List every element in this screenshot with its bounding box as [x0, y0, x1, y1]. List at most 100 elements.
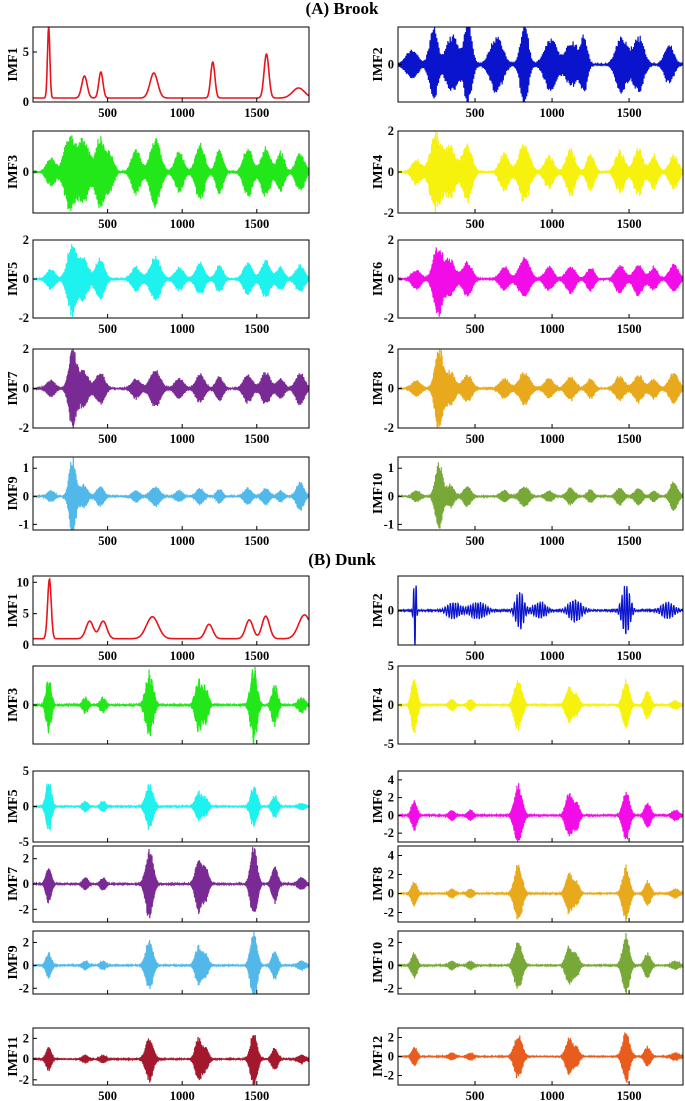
x-tick-label: 500 [98, 432, 117, 446]
x-tick-label: 500 [98, 106, 117, 120]
series-line-dunk-imf1 [33, 577, 309, 640]
y-axis-label: IMF5 [6, 789, 21, 823]
x-tick-label: 500 [98, 649, 117, 663]
y-tick-label: 0 [23, 638, 29, 652]
y-tick-label: 2 [23, 342, 29, 356]
x-tick-label: 1500 [617, 217, 642, 231]
axes-box [397, 930, 684, 995]
series-line-dunk-imf12 [398, 1032, 683, 1083]
y-tick-label: -1 [384, 517, 394, 531]
y-axis-label: IMF6 [371, 789, 386, 823]
y-axis-label: IMF7 [6, 371, 21, 405]
x-tick-label: 1500 [617, 649, 642, 663]
series-line-dunk-imf11 [33, 1034, 309, 1085]
y-tick-label: 0 [23, 877, 29, 891]
y-tick-label: 0 [388, 604, 394, 618]
y-tick-label: -2 [19, 311, 29, 325]
y-tick-label: 5 [23, 45, 29, 59]
y-tick-label: -2 [19, 902, 29, 916]
series-line-brook-imf4 [398, 131, 683, 213]
y-axis-label: IMF1 [6, 47, 21, 81]
y-tick-label: 0 [388, 1050, 394, 1064]
y-tick-label: 0 [23, 958, 29, 972]
x-tick-label: 1000 [170, 217, 195, 231]
y-axis-label: IMF3 [6, 688, 21, 722]
panel-brook-imf5: -2 0 2 500 1000 1500 IMF5 [6, 233, 310, 336]
y-tick-label: 0 [388, 698, 394, 712]
x-tick-label: 1500 [617, 432, 642, 446]
x-tick-label: 1500 [617, 322, 642, 336]
y-axis-label: IMF4 [371, 155, 386, 189]
axes-box [32, 1027, 310, 1086]
axes-box [32, 575, 310, 646]
y-tick-label: 2 [23, 935, 29, 949]
y-tick-label: 0 [388, 58, 394, 72]
x-tick-label: 1000 [540, 217, 565, 231]
axes-box [397, 770, 684, 843]
y-axis-label: IMF9 [6, 945, 21, 979]
x-tick-label: 1000 [170, 106, 195, 120]
x-tick-label: 500 [466, 322, 485, 336]
y-tick-label: 2 [388, 868, 394, 882]
y-tick-label: 10 [17, 575, 30, 589]
y-tick-label: 1 [23, 461, 29, 475]
y-tick-label: -2 [384, 906, 394, 920]
y-tick-label: 2 [388, 791, 394, 805]
y-tick-label: 0 [388, 165, 394, 179]
series-line-dunk-imf6 [398, 783, 683, 842]
panel-dunk-imf12: -2 0 2 500 1000 1500 IMF12 [371, 1027, 684, 1101]
x-tick-label: 1000 [540, 1089, 565, 1101]
x-tick-label: 1500 [617, 106, 642, 120]
series-line-brook-imf8 [398, 349, 683, 428]
y-tick-label: 0 [23, 800, 29, 814]
x-tick-label: 1500 [244, 649, 269, 663]
y-tick-label: 0 [388, 808, 394, 822]
axes-box [397, 845, 684, 923]
panel-dunk-imf1: 0 5 10 500 1000 1500 IMF1 [6, 575, 310, 663]
y-tick-label: 0 [23, 165, 29, 179]
y-tick-label: 4 [388, 773, 395, 787]
series-line-brook-imf7 [33, 349, 309, 428]
series-line-brook-imf2 [398, 27, 683, 102]
y-tick-label: -2 [384, 1069, 394, 1083]
series-line-brook-imf9 [33, 457, 309, 530]
x-tick-label: 1500 [617, 1089, 642, 1101]
y-tick-label: -5 [19, 835, 29, 849]
y-axis-label: IMF8 [371, 867, 386, 901]
panel-brook-imf6: -2 0 2 500 1000 1500 IMF6 [371, 233, 684, 336]
y-axis-label: IMF5 [6, 262, 21, 296]
panel-brook-imf8: -2 0 2 500 1000 1500 IMF8 [371, 342, 684, 446]
panel-brook-imf4: -2 0 2 500 1000 1500 IMF4 [371, 124, 684, 231]
axes-box [32, 930, 310, 995]
y-tick-label: 0 [23, 698, 29, 712]
x-tick-label: 500 [98, 1089, 117, 1101]
y-axis-label: IMF12 [371, 1036, 386, 1077]
series-line-dunk-imf7 [33, 847, 309, 919]
panel-dunk-imf4: -5 0 5 IMF4 [371, 659, 684, 751]
x-tick-label: 1500 [244, 1089, 269, 1101]
series-line-dunk-imf9 [33, 931, 309, 994]
series-line-brook-imf6 [398, 247, 683, 317]
x-tick-label: 500 [98, 322, 117, 336]
panel-brook-imf3: 0 500 1000 1500 IMF3 [6, 130, 310, 231]
x-tick-label: 1500 [244, 217, 269, 231]
series-line-dunk-imf5 [33, 783, 309, 831]
panel-dunk-imf11: -2 0 2 500 1000 1500 IMF11 [6, 1027, 310, 1101]
y-tick-label: 0 [388, 272, 394, 286]
y-tick-label: 2 [23, 852, 29, 866]
series-line-dunk-imf4 [398, 678, 683, 734]
x-tick-label: 500 [466, 432, 485, 446]
x-tick-label: 1000 [170, 432, 195, 446]
y-tick-label: 2 [23, 1031, 29, 1045]
axes-box [397, 456, 684, 531]
y-axis-label: IMF4 [371, 688, 386, 722]
y-tick-label: -2 [19, 421, 29, 435]
